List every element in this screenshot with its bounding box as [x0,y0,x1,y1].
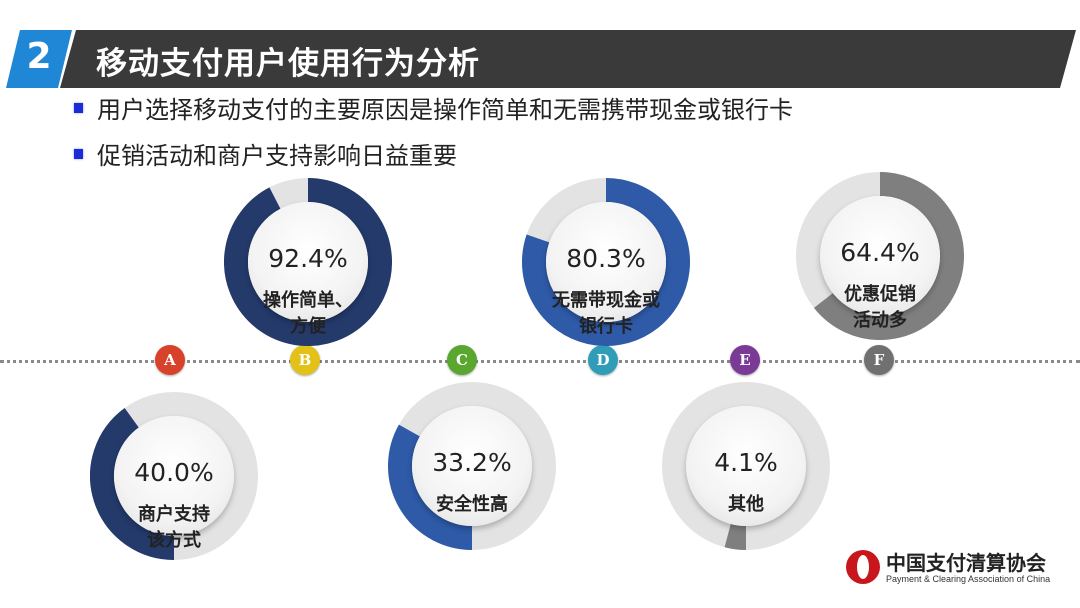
section-number-badge: 2 [6,30,72,88]
section-number: 2 [26,36,52,77]
donut-value: 33.2% [432,448,512,477]
marker-e: E [730,345,760,375]
association-english-name: Payment & Clearing Association of China [886,574,1051,584]
title-bar [60,30,1076,88]
marker-d: D [588,345,618,375]
donut-label-line: 其他 [728,494,764,515]
bullet-point: 用户选择移动支付的主要原因是操作简单和无需携带现金或银行卡 [74,90,793,125]
marker-c: C [447,345,477,375]
donut-arc [224,178,392,346]
donut-ring [388,382,556,550]
donut-label-line: 操作简单、 [263,290,353,311]
donut-ring [662,382,830,550]
donut-value: 80.3% [566,244,646,273]
bullet-point: 促销活动和商户支持影响日益重要 [74,136,457,171]
donut-label: 操作简单、 方便 [248,288,368,340]
bullet-text: 用户选择移动支付的主要原因是操作简单和无需携带现金或银行卡 [97,96,793,124]
donut-label-line: 无需带现金或 [552,290,660,311]
donut-value: 64.4% [840,238,920,267]
donut-label-line: 银行卡 [579,316,633,337]
donut-arc [724,523,747,550]
donut-center: 4.1% 其他 [686,406,806,526]
dotted-timeline [0,360,1080,363]
donut-center: 80.3% 无需带现金或 银行卡 [546,202,666,337]
marker-b: B [290,345,320,375]
donut-label-line: 优惠促销 [844,284,916,305]
reason-donut: 33.2% 安全性高 [388,382,556,550]
reason-donut: 80.3% 无需带现金或 银行卡 [522,178,690,346]
donut-arc [813,172,964,340]
donut-value: 40.0% [134,458,214,487]
donut-label: 无需带现金或 银行卡 [546,288,666,340]
donut-label-line: 活动多 [853,310,907,331]
donut-label: 安全性高 [412,492,532,518]
donut-arc [522,178,690,346]
page-title: 移动支付用户使用行为分析 [96,46,480,82]
bullet-text: 促销活动和商户支持影响日益重要 [97,142,457,170]
donut-label-line: 该方式 [147,530,201,551]
donut-label-line: 商户支持 [138,504,210,525]
donut-arc [90,408,175,560]
reason-donut: 64.4% 优惠促销 活动多 [796,172,964,340]
donut-label: 商户支持 该方式 [114,502,234,554]
reason-donut: 4.1% 其他 [662,382,830,550]
reason-donut: 40.0% 商户支持 该方式 [90,392,258,560]
marker-a: A [155,345,185,375]
donut-value: 4.1% [714,448,778,477]
marker-f: F [864,345,894,375]
donut-ring [522,178,690,346]
donut-ring [224,178,392,346]
association-logo-icon [846,550,880,584]
donut-center: 64.4% 优惠促销 活动多 [820,196,940,331]
donut-label-line: 安全性高 [436,494,508,515]
reason-donut: 92.4% 操作简单、 方便 [224,178,392,346]
donut-ring [90,392,258,560]
donut-label: 优惠促销 活动多 [820,282,940,334]
donut-label: 其他 [686,492,806,518]
donut-value: 92.4% [268,244,348,273]
donut-center: 40.0% 商户支持 该方式 [114,416,234,551]
donut-center: 33.2% 安全性高 [412,406,532,526]
bullet-square-icon [74,149,83,159]
donut-center: 92.4% 操作简单、 方便 [248,202,368,337]
association-name: 中国支付清算协会 [886,551,1046,575]
donut-ring [796,172,964,340]
donut-arc [388,424,473,550]
donut-label-line: 方便 [290,316,326,337]
bullet-square-icon [74,103,83,113]
